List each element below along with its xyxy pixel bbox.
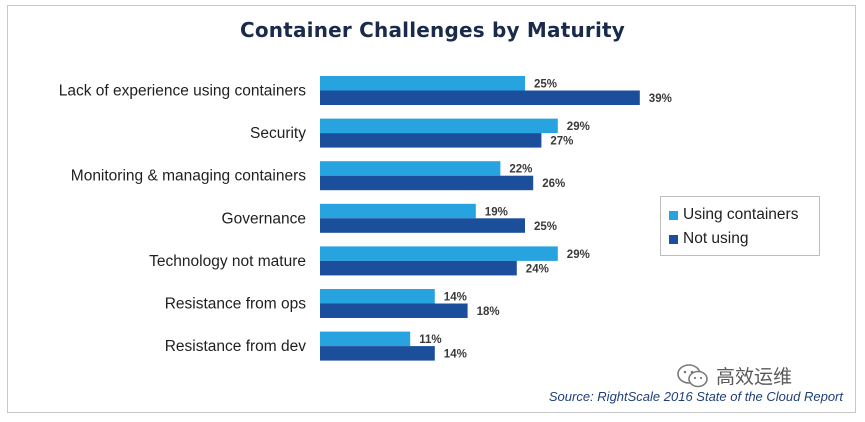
bar-using: [320, 76, 525, 91]
category-label: Resistance from dev: [165, 338, 307, 355]
bar-using: [320, 246, 558, 261]
data-label: 25%: [534, 79, 557, 91]
bar-not-using: [320, 90, 640, 105]
bar-using: [320, 203, 476, 219]
legend: Using containers Not using: [660, 196, 820, 256]
data-label: 29%: [567, 121, 590, 133]
bar-using: [320, 118, 558, 134]
data-label: 14%: [444, 349, 467, 361]
bar-not-using: [320, 175, 534, 191]
category-label: Lack of experience using containers: [59, 83, 307, 100]
legend-swatch-using: [669, 210, 678, 220]
data-label: 11%: [419, 334, 441, 346]
chart-title: Container Challenges by Maturity: [239, 18, 626, 42]
bar-not-using: [320, 218, 525, 233]
data-label: 18%: [477, 306, 500, 318]
bar-using: [320, 161, 501, 176]
data-label: 25%: [534, 221, 557, 233]
legend-label-not-using: Not using: [683, 230, 749, 247]
data-label: 29%: [567, 249, 590, 261]
wechat-logo-icon: [677, 363, 708, 387]
data-label: 24%: [526, 263, 549, 275]
category-label: Technology not mature: [149, 253, 306, 270]
watermark-text: 高效运维: [716, 366, 793, 388]
category-label: Resistance from ops: [165, 296, 307, 313]
data-label: 26%: [542, 178, 565, 190]
source-note: Source: RightScale 2016 State of the Clo…: [548, 389, 843, 404]
category-label: Monitoring & managing containers: [71, 168, 306, 185]
category-label: Security: [250, 125, 306, 142]
legend-item-using: Using containers: [669, 203, 819, 227]
data-label: 22%: [509, 164, 532, 176]
category-label: Governance: [222, 210, 306, 227]
watermark: 高效运维: [676, 362, 792, 389]
data-label: 27%: [550, 136, 573, 148]
legend-swatch-not-using: [669, 234, 678, 244]
legend-label-using: Using containers: [683, 206, 799, 223]
bar-using: [320, 289, 435, 304]
data-label: 14%: [444, 292, 467, 304]
bar-not-using: [320, 260, 517, 276]
bar-not-using: [320, 303, 468, 318]
bar-not-using: [320, 133, 542, 148]
bar-using: [320, 331, 411, 347]
bar-not-using: [320, 346, 435, 361]
legend-item-not-using: Not using: [669, 227, 819, 251]
data-label: 19%: [485, 206, 508, 218]
data-label: 39%: [649, 93, 672, 105]
